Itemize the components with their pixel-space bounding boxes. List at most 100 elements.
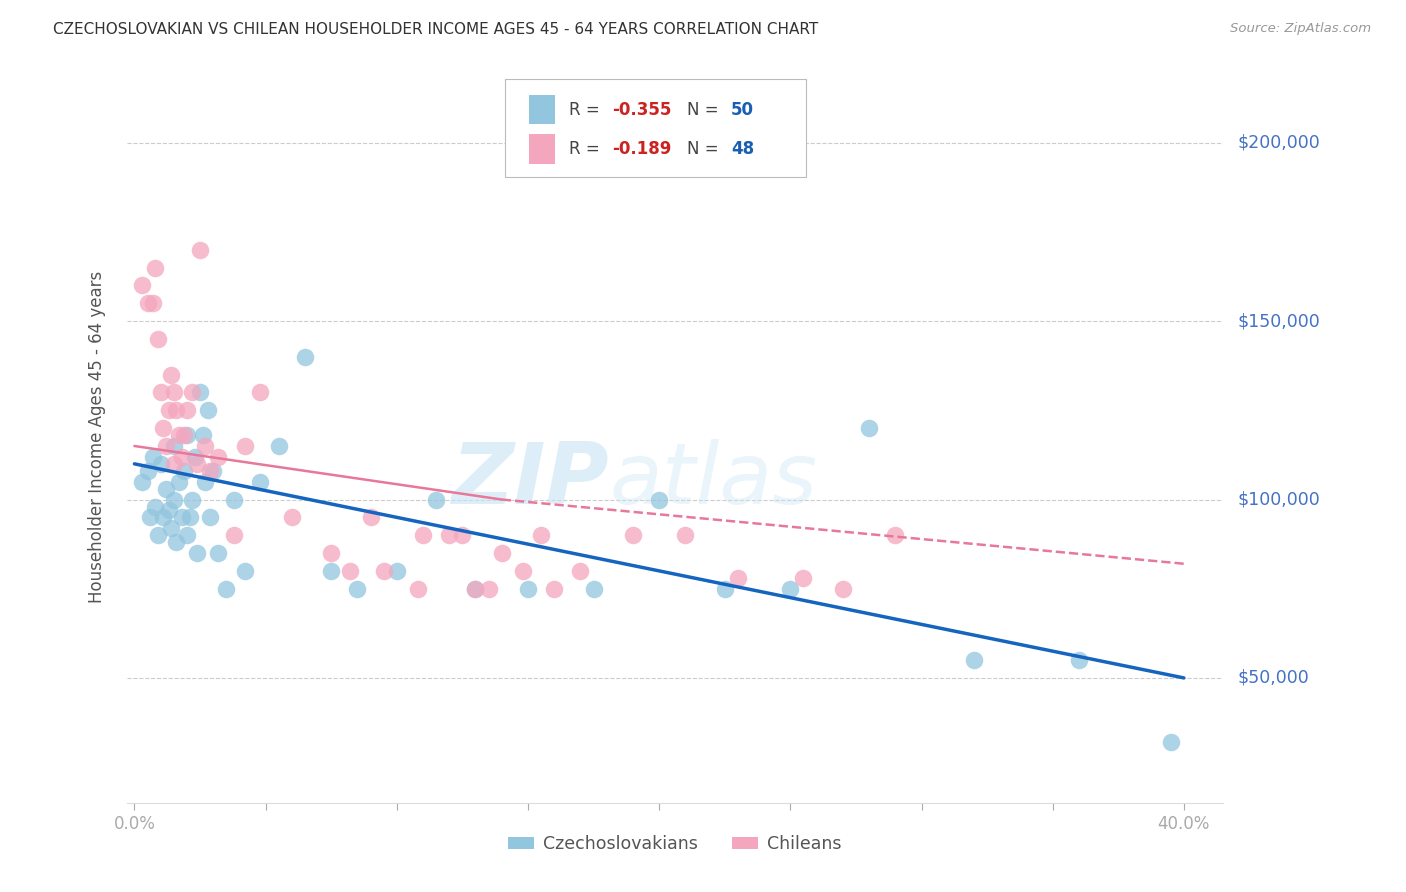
Point — [517, 582, 540, 596]
Point — [155, 482, 177, 496]
Point — [188, 243, 211, 257]
Point — [149, 457, 172, 471]
Point — [963, 653, 986, 667]
Text: 50: 50 — [731, 101, 754, 119]
Point — [186, 457, 208, 471]
Point — [176, 403, 198, 417]
Point — [173, 464, 195, 478]
FancyBboxPatch shape — [529, 135, 555, 164]
Point — [621, 528, 644, 542]
Point — [165, 535, 187, 549]
Point — [170, 450, 193, 464]
Point — [167, 475, 190, 489]
FancyBboxPatch shape — [529, 95, 555, 124]
Point — [233, 564, 256, 578]
Point — [176, 528, 198, 542]
Point — [346, 582, 368, 596]
Point — [200, 510, 222, 524]
Point — [249, 475, 271, 489]
Point — [582, 582, 605, 596]
Point — [321, 564, 343, 578]
Point — [191, 428, 214, 442]
Point — [1160, 735, 1182, 749]
Text: $200,000: $200,000 — [1237, 134, 1320, 152]
Point — [152, 510, 174, 524]
Text: N =: N = — [688, 140, 724, 158]
Point — [648, 492, 671, 507]
Point — [173, 428, 195, 442]
Point — [281, 510, 304, 524]
Point — [439, 528, 461, 542]
Point — [157, 403, 180, 417]
Point — [451, 528, 474, 542]
Legend: Czechoslovakians, Chileans: Czechoslovakians, Chileans — [501, 828, 849, 860]
Point — [197, 403, 219, 417]
Point — [152, 421, 174, 435]
Point — [321, 546, 343, 560]
Text: $100,000: $100,000 — [1237, 491, 1320, 508]
Point — [491, 546, 513, 560]
Point — [385, 564, 408, 578]
Point — [569, 564, 592, 578]
Point — [136, 296, 159, 310]
Point — [406, 582, 429, 596]
Point — [186, 546, 208, 560]
Point — [884, 528, 907, 542]
Point — [179, 510, 201, 524]
Point — [267, 439, 290, 453]
Point — [188, 385, 211, 400]
Point — [163, 385, 186, 400]
Point — [163, 457, 186, 471]
Point — [155, 439, 177, 453]
Point — [181, 492, 204, 507]
Point — [207, 546, 229, 560]
Point — [131, 278, 153, 293]
Point — [200, 464, 222, 478]
Point — [673, 528, 696, 542]
Point — [713, 582, 735, 596]
Point — [727, 571, 749, 585]
Point — [181, 385, 204, 400]
Point — [146, 528, 169, 542]
Point — [184, 450, 207, 464]
Point — [207, 450, 229, 464]
Point — [294, 350, 316, 364]
Text: $50,000: $50,000 — [1237, 669, 1309, 687]
Point — [464, 582, 486, 596]
Point — [1067, 653, 1090, 667]
Point — [194, 475, 217, 489]
Point — [543, 582, 565, 596]
Point — [202, 464, 225, 478]
Point — [146, 332, 169, 346]
Point — [165, 403, 187, 417]
Point — [139, 510, 162, 524]
Text: R =: R = — [568, 140, 605, 158]
Point — [512, 564, 534, 578]
Point — [194, 439, 217, 453]
Point — [157, 503, 180, 517]
Y-axis label: Householder Income Ages 45 - 64 years: Householder Income Ages 45 - 64 years — [87, 271, 105, 603]
FancyBboxPatch shape — [505, 78, 807, 178]
Text: 48: 48 — [731, 140, 754, 158]
Point — [224, 492, 246, 507]
Text: ZIP: ZIP — [451, 440, 609, 523]
Point — [831, 582, 853, 596]
Point — [142, 296, 165, 310]
Point — [160, 521, 183, 535]
Point — [249, 385, 271, 400]
Point — [339, 564, 361, 578]
Point — [478, 582, 501, 596]
Point — [163, 492, 186, 507]
Point — [145, 260, 167, 275]
Point — [170, 510, 193, 524]
Text: atlas: atlas — [609, 440, 817, 523]
Point — [779, 582, 801, 596]
Point — [136, 464, 159, 478]
Point — [163, 439, 186, 453]
Point — [160, 368, 183, 382]
Point — [373, 564, 395, 578]
Point — [142, 450, 165, 464]
Point — [360, 510, 382, 524]
Text: $150,000: $150,000 — [1237, 312, 1320, 330]
Point — [425, 492, 447, 507]
